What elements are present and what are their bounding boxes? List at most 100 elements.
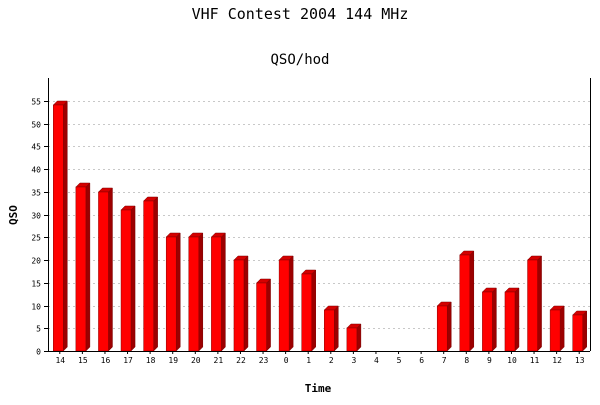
bar [459,250,475,352]
bar-side [469,250,475,352]
bar [323,305,339,352]
axes [44,78,591,354]
y-tick-label: 15 [31,280,41,289]
bar-side [288,255,294,352]
bar [210,232,226,352]
x-tick-label: 20 [191,356,201,365]
x-tick-label: 0 [284,356,289,365]
bar-front [188,236,200,352]
bar-front [98,191,109,352]
x-tick-label: 10 [507,356,517,365]
x-tick-label: 15 [78,356,88,365]
x-tick-label: 22 [236,356,246,365]
bar-front [324,309,335,352]
y-tick-label: 35 [31,189,41,198]
bar-front [436,305,448,352]
bar [481,287,497,352]
x-tick-labels: 14 15 16 17 18 19 20 21 22 23 0 1 2 3 4 5 6 7 8 9 10 11 12 13 [55,356,584,365]
x-tick-label: 2 [329,356,334,365]
bar-side [243,255,249,352]
bar-side [85,182,91,352]
x-tick-label: 3 [351,356,356,365]
bar-side [153,196,158,352]
x-tick-label: 16 [101,356,111,365]
bar [504,287,520,352]
bar [346,323,362,352]
bar-side [492,287,497,352]
bar-front [278,259,290,352]
bar-front [459,254,471,352]
bar [188,232,204,352]
y-tick-label: 25 [31,234,41,243]
bar-front [75,186,87,352]
bar-side [514,287,520,352]
bar [97,187,114,352]
bar-side [130,205,136,352]
bar [255,278,272,352]
x-tick-label: 5 [397,356,402,365]
bar [143,196,159,352]
bar-side [537,255,542,352]
bar [75,182,91,352]
x-tick-label: 23 [259,356,269,365]
bar-front [527,259,538,352]
bar-side [334,305,339,352]
bar-front [143,200,154,352]
x-axis-label: Time [305,382,332,395]
y-tick-labels: 0 5 10 15 20 25 30 35 40 45 50 55 [31,98,41,357]
bar-side [266,278,271,352]
y-tick-label: 0 [36,348,41,357]
bar-front [346,327,358,352]
bar-front [211,236,222,352]
bar-front [233,259,245,352]
bar-front [482,291,493,352]
bar-front [256,282,267,352]
bar-front [572,314,583,352]
y-tick-label: 10 [31,303,41,312]
bar-side [108,187,113,352]
y-axis-label: QSO [7,205,20,225]
bar-side [175,232,181,352]
bars [52,100,588,352]
grid-lines [48,101,590,329]
bar-front [504,291,516,352]
bar-side [63,100,68,352]
bar-front [120,209,132,352]
x-tick-label: 13 [575,356,585,365]
y-tick-label: 20 [31,257,41,266]
x-tick-label: 12 [552,356,562,365]
bar [301,269,317,352]
bar [572,310,588,352]
bar [436,301,452,352]
bar-front [53,104,64,352]
x-tick-label: 1 [306,356,311,365]
x-tick-label: 17 [123,356,133,365]
x-tick-label: 7 [442,356,447,365]
y-tick-label: 30 [31,212,41,221]
bar [120,205,136,352]
bar-front [549,309,561,352]
bar-side [198,232,204,352]
y-tick-label: 50 [31,121,41,130]
chart-subtitle: QSO/hod [270,52,329,68]
bar-side [221,232,226,352]
x-tick-label: 6 [419,356,424,365]
y-tick-label: 55 [31,98,41,107]
bar [52,100,68,352]
bar [549,305,565,352]
x-tick-label: 4 [374,356,379,365]
x-tick-label: 19 [168,356,178,365]
bar-side [582,310,587,352]
x-tick-label: 18 [146,356,156,365]
y-tick-label: 45 [31,143,41,152]
bar-side [446,301,452,352]
bar [165,232,181,352]
x-tick-label: 14 [55,356,65,365]
bar-side [311,269,316,352]
chart-title: VHF Contest 2004 144 MHz [192,5,409,23]
x-tick-label: 9 [487,356,492,365]
bar [233,255,249,352]
bar [278,255,294,352]
y-tick-label: 40 [31,166,41,175]
